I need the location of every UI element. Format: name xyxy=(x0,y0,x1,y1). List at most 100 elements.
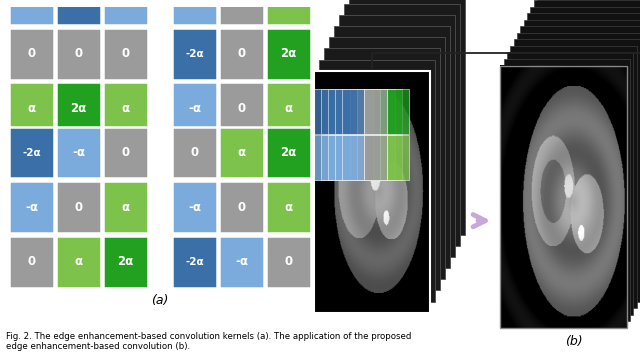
Bar xyxy=(513,39,640,301)
Bar xyxy=(339,15,455,257)
Bar xyxy=(104,181,148,233)
Bar xyxy=(314,135,336,180)
Text: 0: 0 xyxy=(237,201,246,214)
Bar xyxy=(172,0,217,25)
Bar xyxy=(56,181,101,233)
Bar xyxy=(527,13,640,275)
Bar xyxy=(380,135,403,180)
Text: 0: 0 xyxy=(28,47,36,60)
Bar xyxy=(56,127,101,179)
Bar xyxy=(335,135,357,180)
Text: -α: -α xyxy=(25,201,38,214)
Bar xyxy=(517,33,640,295)
Bar xyxy=(530,7,640,269)
Bar xyxy=(337,135,359,180)
Text: (a): (a) xyxy=(151,294,169,307)
Text: 2α: 2α xyxy=(280,47,297,60)
Bar xyxy=(358,89,380,134)
Text: α: α xyxy=(285,0,292,6)
Bar xyxy=(344,135,366,180)
Bar xyxy=(387,135,410,180)
Bar xyxy=(358,135,380,180)
Bar xyxy=(366,135,388,180)
Bar xyxy=(351,135,372,180)
Bar xyxy=(534,0,640,262)
Bar xyxy=(10,236,54,288)
Text: -2α: -2α xyxy=(22,148,41,157)
Bar xyxy=(366,89,388,134)
Text: -2α: -2α xyxy=(185,49,204,59)
Bar xyxy=(56,82,101,134)
Text: 0: 0 xyxy=(191,146,198,159)
Bar xyxy=(373,89,396,134)
Bar xyxy=(104,0,148,25)
Text: -2α: -2α xyxy=(185,257,204,267)
Bar xyxy=(104,127,148,179)
Text: 0: 0 xyxy=(122,47,130,60)
Bar xyxy=(220,127,264,179)
Text: 0: 0 xyxy=(28,255,36,268)
Bar xyxy=(10,127,54,179)
Bar xyxy=(314,71,430,313)
Text: 2α: 2α xyxy=(118,255,134,268)
Bar xyxy=(220,82,264,134)
Bar xyxy=(266,82,311,134)
Text: α: α xyxy=(28,102,36,115)
Bar xyxy=(56,0,101,25)
Text: 0: 0 xyxy=(75,47,83,60)
Bar xyxy=(359,89,381,134)
Bar xyxy=(364,135,387,180)
Bar xyxy=(540,0,640,249)
Text: α: α xyxy=(75,255,83,268)
Text: 0: 0 xyxy=(75,201,83,214)
Bar xyxy=(349,0,465,235)
Bar xyxy=(56,236,101,288)
Bar xyxy=(104,28,148,79)
Bar xyxy=(266,127,311,179)
Bar xyxy=(172,82,217,134)
Bar xyxy=(380,89,403,134)
Bar xyxy=(266,236,311,288)
Bar xyxy=(334,26,451,268)
Text: 0: 0 xyxy=(237,47,246,60)
Text: (b): (b) xyxy=(564,335,582,348)
Bar xyxy=(342,135,364,180)
Text: -α: -α xyxy=(188,201,201,214)
Bar xyxy=(56,28,101,79)
Text: 0: 0 xyxy=(237,0,246,6)
Bar xyxy=(266,181,311,233)
Bar xyxy=(524,20,640,282)
Text: α: α xyxy=(122,201,130,214)
Bar xyxy=(373,135,396,180)
Bar xyxy=(10,181,54,233)
Text: -α: -α xyxy=(25,0,38,6)
Bar xyxy=(351,89,372,134)
Bar xyxy=(10,82,54,134)
Bar xyxy=(507,53,634,315)
Text: -α: -α xyxy=(235,255,248,268)
Bar xyxy=(172,127,217,179)
Text: 0: 0 xyxy=(122,146,130,159)
Text: -α: -α xyxy=(188,0,201,6)
Bar xyxy=(220,181,264,233)
Bar xyxy=(387,89,410,134)
Bar xyxy=(172,181,217,233)
Text: α: α xyxy=(237,146,246,159)
Bar xyxy=(520,26,640,288)
Text: -α: -α xyxy=(119,0,132,6)
Bar xyxy=(359,135,381,180)
Bar xyxy=(537,0,640,256)
Bar xyxy=(220,236,264,288)
Bar xyxy=(104,236,148,288)
Text: -α: -α xyxy=(188,102,201,115)
Text: 2α: 2α xyxy=(70,102,87,115)
Bar xyxy=(266,28,311,79)
Bar xyxy=(266,0,311,25)
Text: α: α xyxy=(122,102,130,115)
Bar xyxy=(314,89,336,134)
Bar xyxy=(220,0,264,25)
Text: -α: -α xyxy=(72,146,85,159)
Bar xyxy=(543,0,640,243)
Bar xyxy=(321,89,343,134)
Text: 2α: 2α xyxy=(280,146,297,159)
